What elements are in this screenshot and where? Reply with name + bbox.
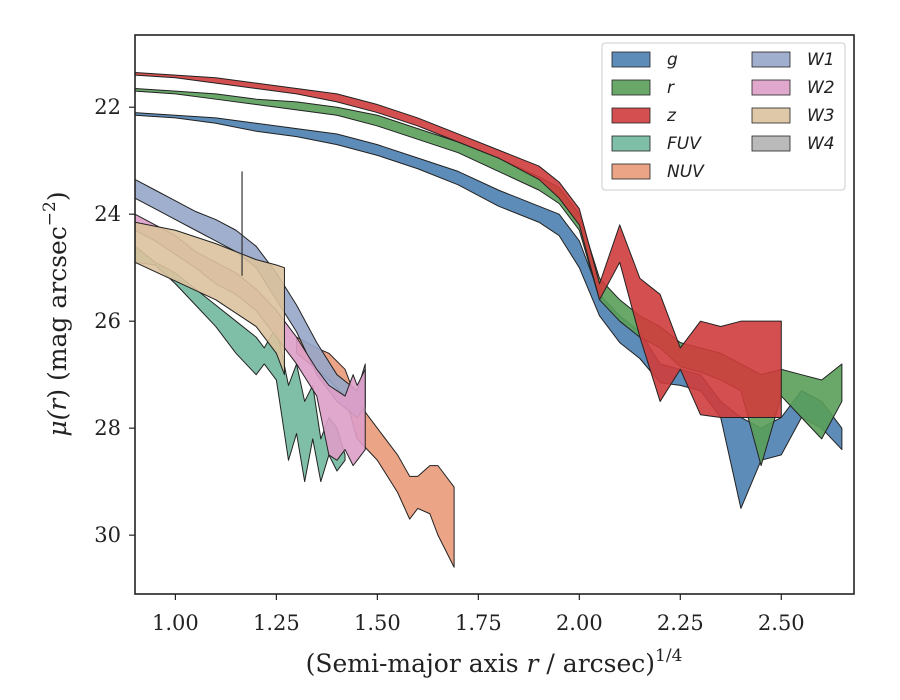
legend-label: W2	[807, 78, 835, 98]
plot-frame	[134, 34, 855, 595]
legend-swatch	[611, 79, 651, 96]
legend-label: z	[666, 106, 677, 126]
x-axis-label: (Semi-major axis r / arcsec)1/4	[306, 646, 683, 678]
legend-label: r	[667, 78, 675, 98]
series-layer	[135, 71, 843, 568]
y-tick-label: 30	[94, 523, 121, 547]
legend-swatch	[611, 135, 651, 152]
legend-label: FUV	[667, 134, 702, 154]
y-axis-label: μ(r) (mag arcsec−2)	[40, 191, 72, 436]
legend-swatch	[751, 107, 791, 124]
series-band-g	[135, 112, 843, 509]
series-band-w3	[135, 221, 285, 376]
y-tick-label: 22	[94, 95, 121, 119]
series-band-fuv	[135, 245, 346, 483]
legend: grz FUV NUV W1 W2 W3 W4	[601, 42, 846, 191]
legend-swatch	[751, 135, 791, 152]
y-tick-label: 26	[94, 309, 121, 333]
legend-swatch	[611, 107, 651, 124]
x-tick-label: 2.00	[556, 611, 603, 635]
x-tick-label: 1.50	[354, 611, 401, 635]
legend-label: W1	[807, 50, 835, 70]
x-tick-label: 2.25	[657, 611, 704, 635]
legend-label: W4	[807, 134, 835, 154]
x-tick-label: 1.25	[253, 611, 300, 635]
series-band-z	[135, 71, 782, 418]
legend-label: W3	[807, 106, 835, 126]
x-tick-label: 1.00	[152, 611, 199, 635]
y-tick-label: 24	[94, 202, 121, 226]
legend-swatch	[611, 163, 651, 180]
x-tick-label: 2.50	[758, 611, 805, 635]
legend-label: g	[667, 50, 678, 70]
x-tick-label: 1.75	[455, 611, 502, 635]
legend-label: NUV	[667, 162, 705, 182]
y-tick-label: 28	[94, 416, 121, 440]
y-axis-ticks: 22 24 26 28 30	[94, 95, 135, 547]
legend-swatch	[751, 79, 791, 96]
legend-swatch	[751, 51, 791, 68]
legend-swatch	[611, 51, 651, 68]
x-axis-ticks: 1.00 1.25 1.50 1.75 2.00 2.25 2.50	[152, 594, 805, 635]
